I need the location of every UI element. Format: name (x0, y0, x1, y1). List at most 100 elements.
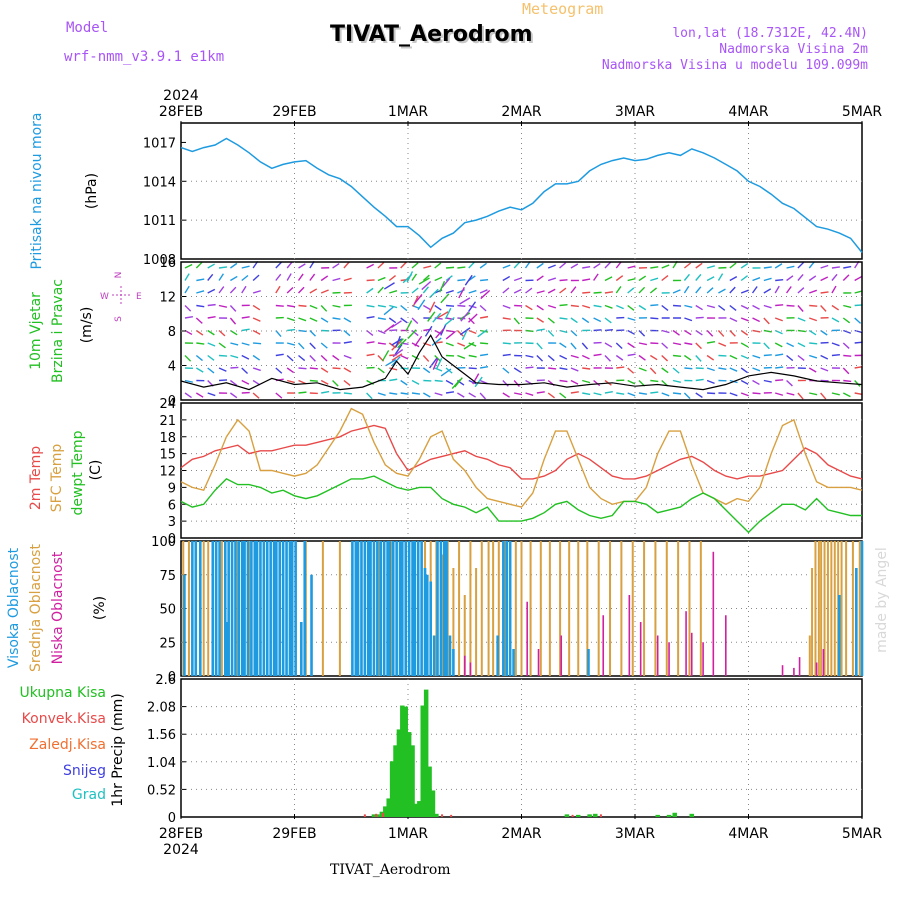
cloud-mid-bar (677, 541, 680, 676)
wind-barb (195, 354, 203, 362)
wind-barb (479, 353, 489, 357)
cloud-high-bar (275, 541, 278, 676)
wind-barb (684, 354, 692, 361)
wind-barb (252, 329, 261, 335)
x-tick-label: 1MAR (388, 826, 429, 842)
y-tick-label: 12 (159, 291, 176, 306)
pressure-unit-label: (hPa) (84, 173, 100, 209)
wind-barb (434, 329, 443, 335)
wind-barb (820, 392, 827, 400)
cloud-high-bar (288, 541, 292, 676)
wind-barb (582, 379, 591, 384)
x-tick-label: 3MAR (615, 826, 656, 842)
wind-barb (786, 265, 795, 269)
precip-total-bar (417, 801, 422, 817)
cloud-high-bar (855, 568, 858, 676)
wind-barb (252, 379, 261, 386)
cloud-mid-bar (577, 541, 580, 676)
cloud-low-bar (602, 615, 605, 676)
wind-barb (332, 367, 341, 370)
wind-barb (615, 275, 624, 282)
cloud-high-bar (382, 541, 386, 676)
wind-barb (444, 307, 452, 320)
x-tick-label: 1MAR (388, 104, 429, 120)
wind-barb (513, 317, 520, 325)
y-tick-label: 0 (168, 811, 176, 826)
wind-barb (831, 285, 837, 294)
wind-barb (525, 392, 534, 396)
sfc-temp-line (180, 407, 863, 508)
wind-barb (740, 392, 749, 397)
y-tick-label: 1.04 (147, 756, 176, 771)
wind-barb (706, 304, 716, 309)
wind-barb (638, 330, 646, 337)
x-tick-label: 4MAR (728, 826, 769, 842)
model-elevation-info: Nadmorska Visina u modelu 109.099m (601, 58, 868, 73)
wind-barb (706, 330, 714, 337)
wind-barb (752, 379, 760, 386)
y-tick-label: 6 (168, 498, 176, 513)
precip-total-bar (379, 811, 385, 817)
year-label-bottom: 2024 (163, 842, 199, 858)
wind-barb (229, 262, 238, 269)
cloud-high-bar (508, 541, 512, 676)
wind-barb (320, 275, 329, 282)
cloud-mid-bar (845, 541, 848, 676)
wind-barb (502, 275, 511, 282)
wind-barb (797, 317, 806, 322)
y-tick-label: 24 (159, 397, 176, 412)
wind-barb (843, 329, 852, 334)
wind-barb (831, 392, 840, 396)
wind-barb (502, 380, 509, 387)
wind-barb (392, 349, 404, 358)
wind-barb (480, 342, 489, 345)
wind-barb (422, 367, 431, 374)
wind-barb (298, 354, 306, 362)
wind-barb (411, 317, 419, 325)
cloud-high-bar (369, 541, 372, 676)
wind-barb (581, 354, 590, 360)
wind-barb (422, 304, 431, 311)
wind-barb (252, 317, 261, 322)
wind-barb (377, 286, 384, 294)
wind-barb (729, 330, 736, 337)
wind-barb (394, 343, 403, 355)
wind-barb (252, 290, 261, 294)
cloud-high-bar (416, 541, 420, 676)
wind-barb (763, 288, 772, 294)
wind-barb (570, 304, 579, 308)
wind-barb (638, 304, 647, 311)
wind-barb (241, 342, 250, 346)
wind-barb (437, 311, 449, 319)
wind-barb (854, 329, 863, 334)
wind-barb (406, 271, 414, 283)
wind-barb (502, 287, 510, 294)
compass-w-label: W (100, 292, 109, 302)
wind-barb (740, 317, 749, 322)
wind-barb (343, 392, 352, 395)
wind-barb (581, 317, 590, 324)
wind-barb (854, 392, 863, 396)
wind-barb (424, 325, 433, 337)
cloud-high-bar (300, 622, 303, 676)
y-tick-label: 4 (168, 360, 176, 375)
wind-barb (472, 373, 480, 385)
wind-barb (661, 304, 669, 311)
wind-barb (229, 317, 237, 325)
y-tick-label: 2.6 (155, 673, 176, 688)
wind-barb (445, 329, 455, 333)
wind-barb (525, 366, 534, 369)
wind-barb (389, 378, 398, 382)
wind-barb (775, 279, 784, 282)
wind-barb (809, 354, 818, 359)
wind-barb (650, 266, 659, 269)
wind-barb (417, 299, 426, 311)
wind-barb (593, 304, 602, 308)
wind-barb (431, 337, 442, 347)
precip-total-bar (393, 745, 398, 817)
cloud-high-bar (860, 541, 864, 676)
wind-barb (440, 368, 452, 377)
precip-total-bar (587, 814, 592, 817)
y-tick-label: 0 (168, 532, 176, 547)
wind-barb (604, 342, 613, 348)
